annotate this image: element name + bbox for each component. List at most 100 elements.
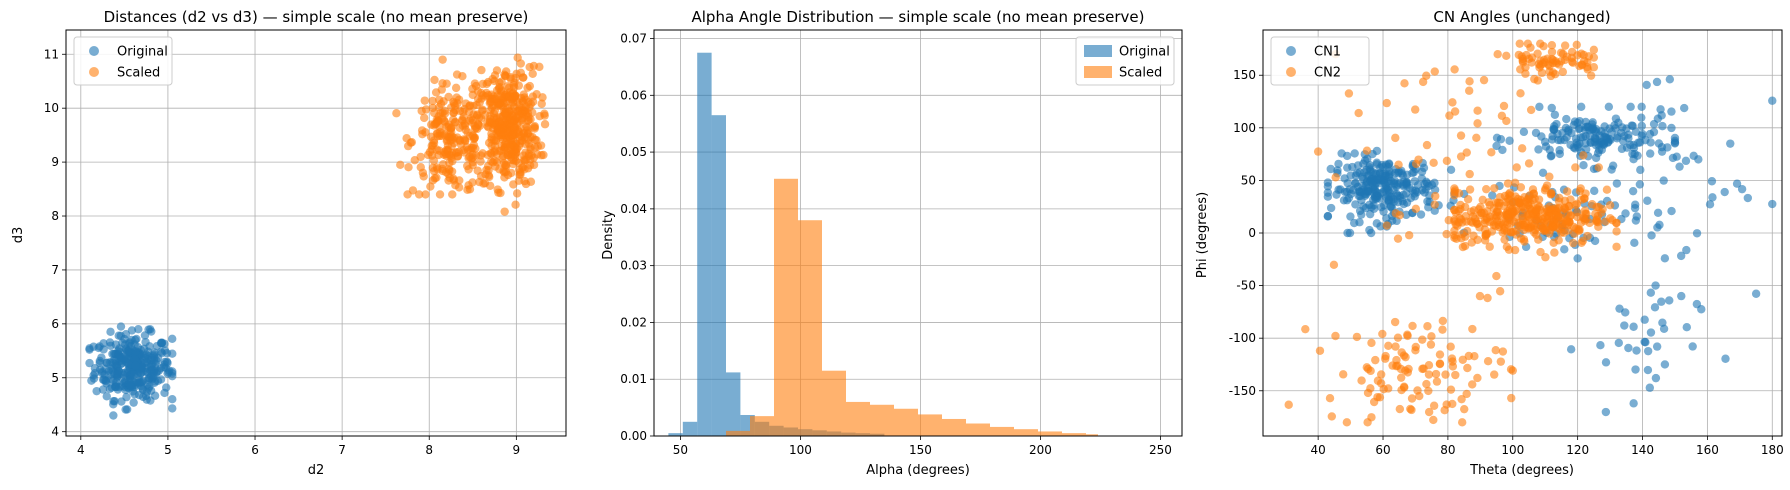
scatter-point [1618,123,1627,132]
scatter-point [1326,164,1335,174]
panel-distances: Distances (d2 vs d3) — simple scale (no … [11,8,567,478]
scatter-point [1473,235,1482,245]
y-tick-label: 0.03 [620,259,647,273]
scatter-point [1438,316,1448,326]
scatter-point [1652,77,1662,87]
scatter-point [1379,207,1388,216]
scatter-point [1547,47,1557,57]
scatter-point [1424,361,1434,370]
legend-swatch [1084,45,1112,57]
scatter-point [1601,407,1611,417]
scatter-point [1392,189,1401,199]
scatter-point [421,190,430,199]
series-scaled [726,178,1098,436]
scatter-point [1484,198,1493,207]
scatter-point [1357,210,1366,219]
scatter-point [1339,370,1348,379]
scatter-point [419,172,428,181]
scatter-point [473,166,482,175]
scatter-point [1575,186,1585,196]
scatter-point [1424,407,1434,417]
scatter-point [1463,363,1472,373]
scatter-point [1526,105,1536,115]
scatter-point [487,129,496,139]
scatter-point [1418,335,1427,344]
scatter-point [1580,194,1589,203]
scatter-point [513,106,522,116]
scatter-point [1378,188,1387,197]
y-tick-label: 150 [1233,68,1256,82]
scatter-point [1444,216,1453,225]
scatter-point [1353,161,1363,170]
scatter-point [1688,342,1697,351]
scatter-point [1532,205,1541,215]
scatter-point [1515,39,1524,48]
scatter-point [1354,108,1363,118]
scatter-point [1482,207,1492,216]
scatter-point [1342,151,1352,161]
x-tick-label: 8 [425,443,433,457]
scatter-point [1400,79,1409,88]
scatter-point [1570,229,1579,238]
scatter-point [1460,404,1469,414]
scatter-point [1554,60,1564,69]
histogram-bar [1086,434,1098,436]
scatter-point [1586,71,1596,80]
scatter-point [1363,154,1372,164]
scatter-point [433,165,442,174]
scatter-point [1391,209,1400,218]
y-tick-label: 0.05 [620,145,647,159]
scatter-point [168,334,177,344]
scatter-point [523,83,532,92]
scatter-point [526,177,536,186]
scatter-point [478,149,487,158]
scatter-point [1375,393,1385,402]
scatter-point [1578,236,1587,246]
scatter-point [1430,200,1439,209]
scatter-point [1427,332,1436,341]
scatter-point [1323,188,1333,197]
scatter-point [130,354,139,364]
scatter-point [1488,217,1497,226]
x-tick-label: 5 [164,443,172,457]
scatter-point [1569,238,1578,248]
scatter-point [1442,156,1452,166]
scatter-point [1435,350,1445,359]
scatter-point [163,358,172,368]
scatter-point [1408,321,1417,331]
scatter-point [420,96,429,105]
scatter-point [1343,163,1352,172]
scatter-point [1502,209,1511,218]
scatter-point [512,144,522,154]
scatter-point [1483,229,1492,239]
scatter-point [496,146,506,155]
y-tick-label: 5 [51,371,59,385]
scatter-point [463,185,472,195]
histogram-bar [894,408,918,436]
scatter-point [1394,160,1403,169]
scatter-point [1391,342,1400,351]
scatter-point [1768,199,1777,209]
scatter-point [1424,370,1434,379]
axes-frame [1262,29,1783,437]
scatter-point [138,392,148,402]
panel-cn-angles: CN Angles (unchanged) Theta (degrees) Ph… [1195,8,1784,478]
scatter-point [1379,384,1388,394]
scatter-point [1503,179,1513,188]
scatter-point [90,369,100,378]
scatter-point [1473,106,1482,115]
scatter-point [1395,404,1405,414]
scatter-point [538,93,547,102]
scatter-point [1450,65,1459,74]
scatter-point [1523,39,1533,48]
scatter-point [430,75,439,85]
y-tick-label: 11 [44,47,59,61]
scatter-point [396,160,405,170]
scatter-point [1550,248,1559,257]
scatter-point [469,140,479,150]
x-tick-label: 180 [1761,443,1784,457]
scatter-point [1549,222,1558,232]
scatter-point [1545,145,1554,155]
scatter-point [1465,185,1475,194]
